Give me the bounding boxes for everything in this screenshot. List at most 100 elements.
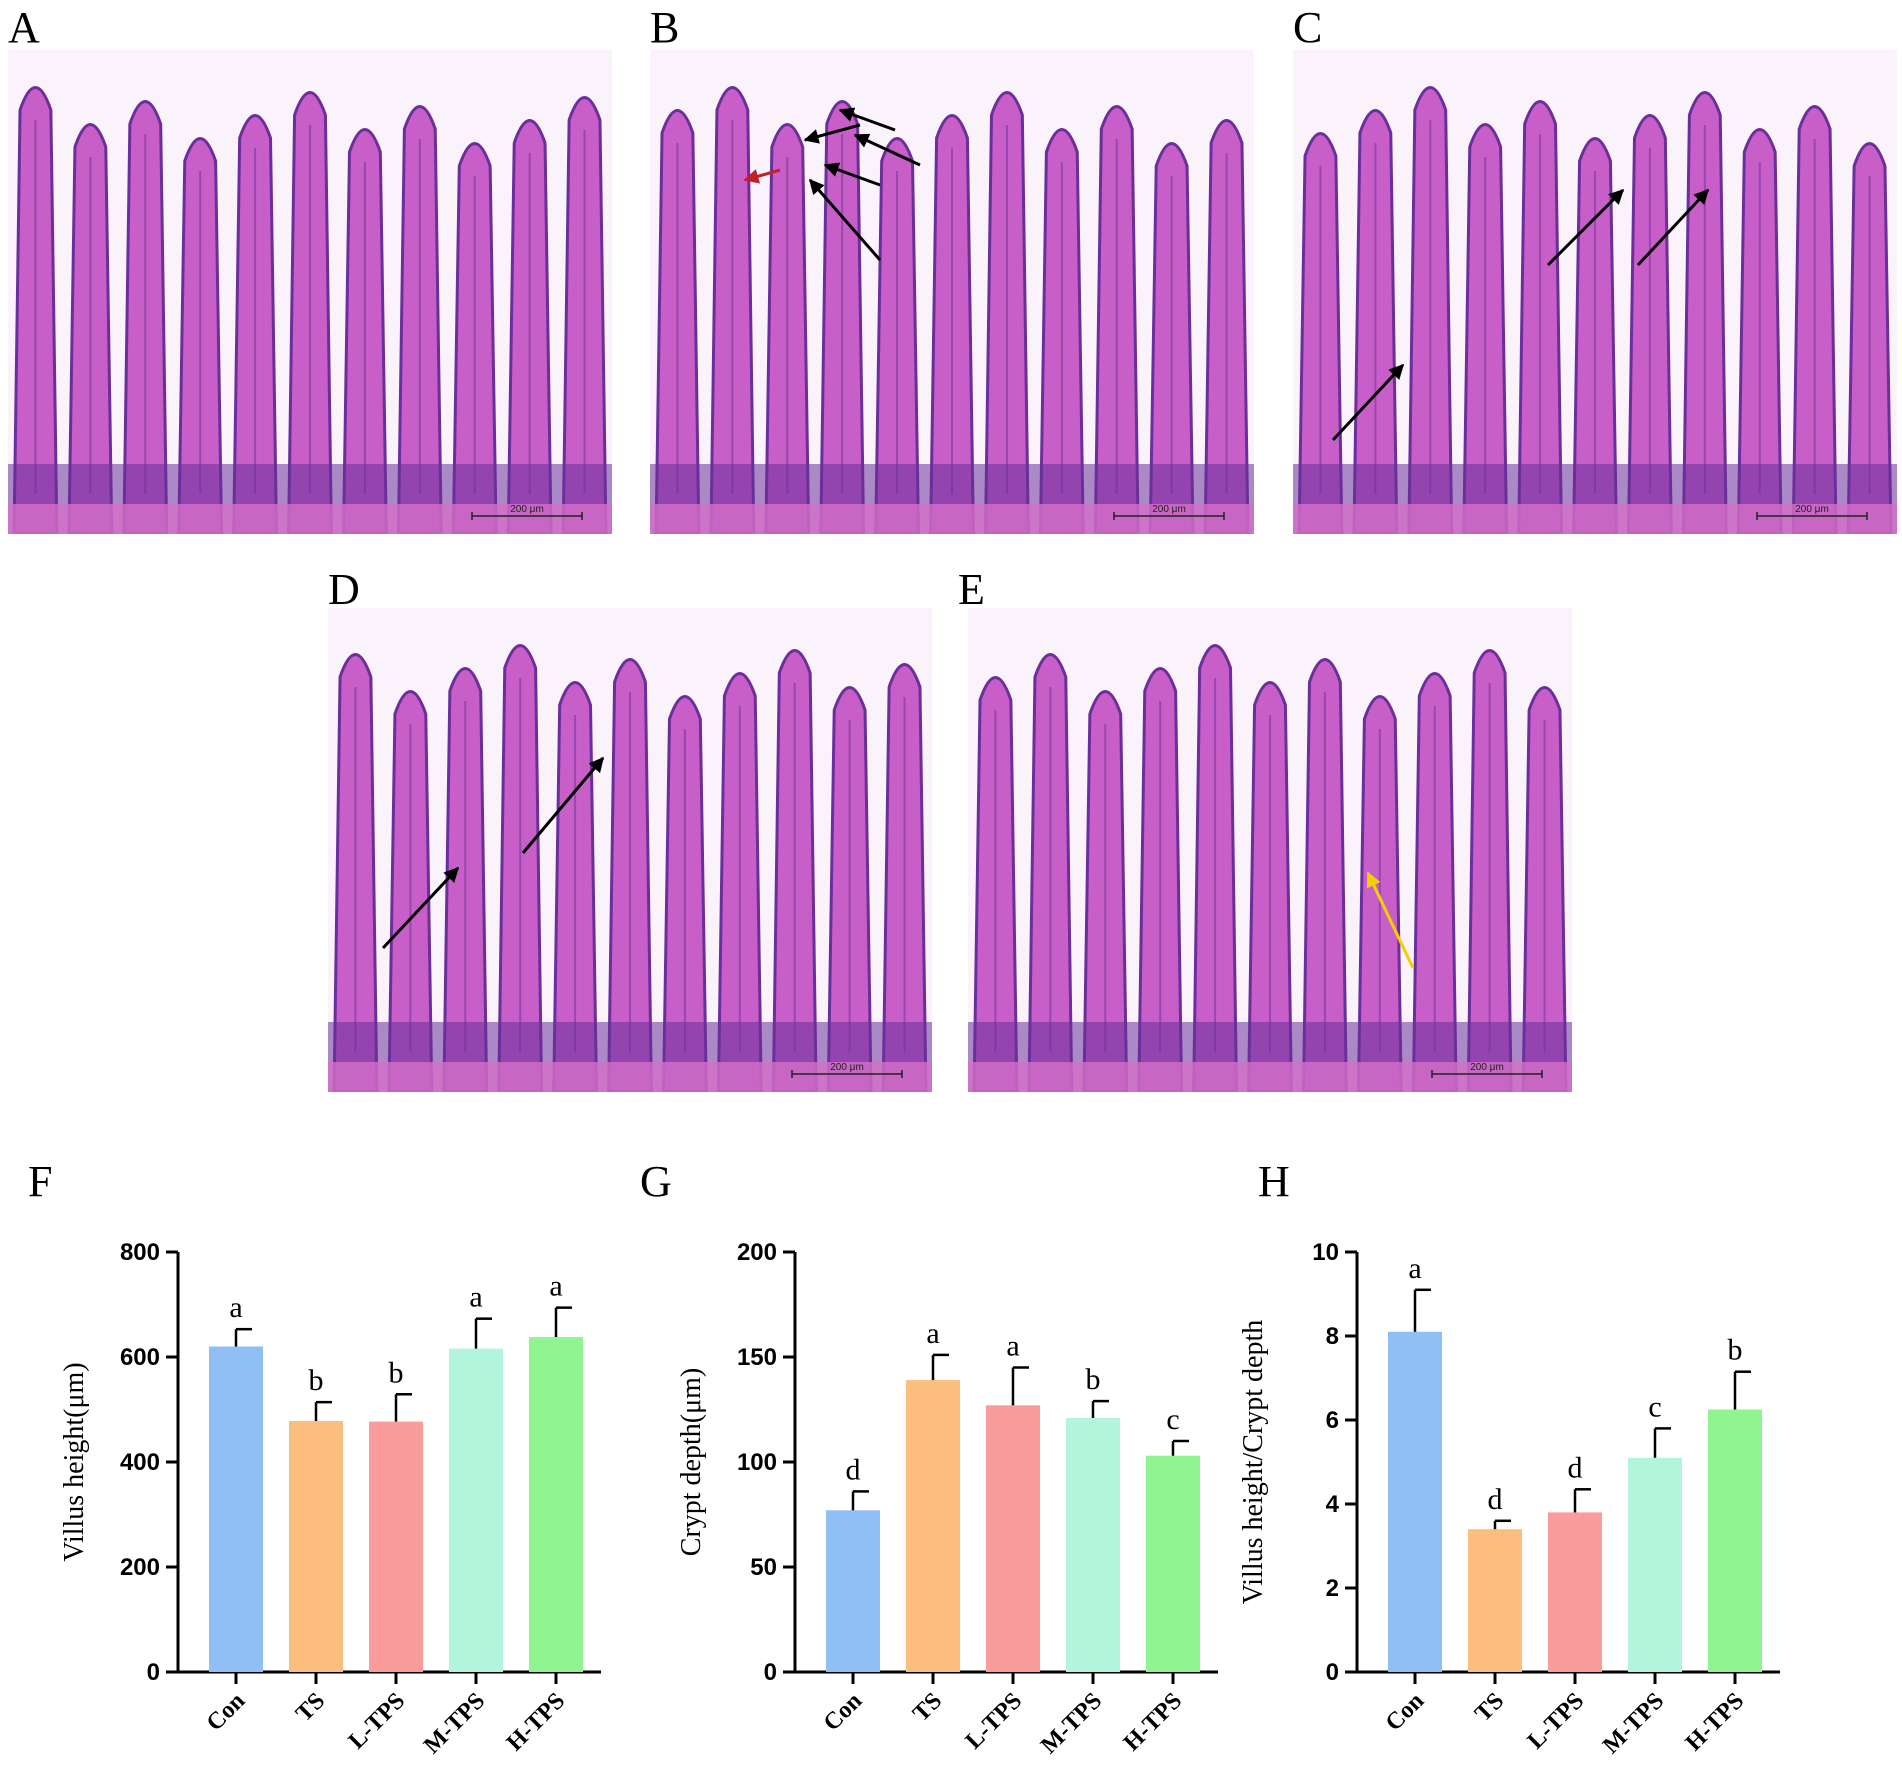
bar — [1548, 1512, 1602, 1672]
bar — [1066, 1417, 1120, 1672]
y-tick-label: 800 — [120, 1239, 160, 1266]
y-tick-label: 4 — [1326, 1491, 1340, 1518]
panel-letter-h: H — [1258, 1157, 1290, 1206]
x-tick-label: L-TPS — [1523, 1688, 1589, 1754]
villi-tissue — [12, 86, 608, 534]
significance-letter: b — [389, 1356, 404, 1389]
significance-letter: a — [926, 1317, 939, 1350]
significance-letter: a — [229, 1291, 242, 1324]
muscle-layer — [328, 1062, 932, 1092]
scale-bar: 200 μm — [1431, 1062, 1543, 1078]
annotation-arrow — [1331, 363, 1405, 442]
y-tick-label: 100 — [737, 1449, 777, 1476]
y-axis-title: Crypt depth(μm) — [676, 1368, 707, 1556]
muscle-layer — [1293, 504, 1897, 534]
bar — [1708, 1409, 1762, 1672]
scale-bar-label: 200 μm — [830, 1062, 864, 1073]
bar — [529, 1337, 583, 1672]
x-tick-label: Con — [819, 1688, 868, 1737]
villi-tissue — [1297, 86, 1893, 534]
annotation-arrow — [743, 168, 781, 184]
panel-letter-a: A — [8, 3, 40, 52]
scale-bar-label: 200 μm — [1795, 504, 1829, 515]
bar — [1388, 1331, 1442, 1672]
bar — [369, 1421, 423, 1672]
annotation-arrow — [521, 756, 605, 854]
panel-letter-e: E — [958, 565, 985, 614]
significance-letter: c — [1648, 1390, 1661, 1423]
x-tick-label: Con — [202, 1688, 251, 1737]
y-tick-label: 0 — [764, 1659, 777, 1686]
y-tick-label: 6 — [1326, 1407, 1339, 1434]
micrograph-b: 200 μm — [650, 50, 1254, 534]
significance-letter: d — [1568, 1451, 1583, 1484]
chart-villus-height: 0 200 400 600 800 Villus height(μm) a Con b TS b L-… — [0, 1230, 620, 1785]
scale-bar: 200 μm — [791, 1062, 903, 1078]
y-tick-label: 0 — [1326, 1659, 1339, 1686]
x-tick-label: M-TPS — [419, 1688, 490, 1759]
bar — [826, 1510, 880, 1672]
significance-letter: d — [1488, 1483, 1503, 1516]
annotation-arrow — [1366, 871, 1415, 969]
annotation-arrow — [1636, 188, 1710, 267]
scale-bar: 200 μm — [471, 504, 583, 520]
significance-letter: b — [309, 1364, 324, 1397]
significance-letter: a — [1408, 1252, 1421, 1285]
significance-letter: c — [1166, 1403, 1179, 1436]
significance-letter: a — [549, 1270, 562, 1303]
annotation-arrow — [823, 162, 881, 187]
significance-letter: a — [1006, 1330, 1019, 1363]
annotation-arrow — [838, 107, 896, 132]
y-tick-label: 200 — [737, 1239, 777, 1266]
micrograph-d: 200 μm — [328, 608, 932, 1092]
x-tick-label: H-TPS — [502, 1688, 570, 1756]
villi-tissue — [972, 644, 1568, 1092]
y-tick-label: 10 — [1312, 1239, 1339, 1266]
muscle-layer — [650, 504, 1254, 534]
significance-letter: a — [469, 1281, 482, 1314]
panel-letter-d: D — [328, 565, 360, 614]
y-tick-label: 150 — [737, 1344, 777, 1371]
scale-bar-label: 200 μm — [1470, 1062, 1504, 1073]
x-tick-label: TS — [908, 1688, 947, 1727]
x-tick-label: TS — [291, 1688, 330, 1727]
bar — [906, 1380, 960, 1672]
villi-tissue — [332, 644, 928, 1092]
scale-bar: 200 μm — [1113, 504, 1225, 520]
significance-letter: d — [846, 1453, 861, 1486]
micrograph-c: 200 μm — [1293, 50, 1897, 534]
x-tick-label: M-TPS — [1036, 1688, 1107, 1759]
y-tick-label: 200 — [120, 1554, 160, 1581]
x-tick-label: L-TPS — [961, 1688, 1027, 1754]
micrograph-a: 200 μm — [8, 50, 612, 534]
micrograph-e: 200 μm — [968, 608, 1572, 1092]
bar — [289, 1421, 343, 1672]
y-axis-title: Villus height/Crypt depth — [1238, 1320, 1269, 1605]
panel-letter-f: F — [28, 1157, 53, 1206]
villi-tissue — [654, 86, 1250, 534]
muscle-layer — [8, 504, 612, 534]
x-tick-label: H-TPS — [1681, 1688, 1749, 1756]
y-tick-label: 8 — [1326, 1323, 1339, 1350]
bar — [1468, 1529, 1522, 1672]
x-tick-label: M-TPS — [1598, 1688, 1669, 1759]
y-tick-label: 0 — [147, 1659, 160, 1686]
muscle-layer — [968, 1062, 1572, 1092]
y-tick-label: 400 — [120, 1449, 160, 1476]
significance-letter: b — [1728, 1334, 1743, 1367]
x-tick-label: Con — [1381, 1688, 1430, 1737]
bar — [986, 1405, 1040, 1672]
panel-letter-g: G — [640, 1157, 672, 1206]
annotation-arrow — [853, 133, 921, 167]
x-tick-label: H-TPS — [1119, 1688, 1187, 1756]
scale-bar-label: 200 μm — [1152, 504, 1186, 515]
significance-letter: b — [1086, 1363, 1101, 1396]
scale-bar: 200 μm — [1756, 504, 1868, 520]
y-tick-label: 600 — [120, 1344, 160, 1371]
y-tick-label: 50 — [750, 1554, 777, 1581]
annotation-arrow — [808, 178, 882, 261]
chart-villus-crypt-ratio: 0 2 4 6 8 10 Villus height/Crypt depth a Con d TS d… — [1238, 1230, 1902, 1785]
y-axis-title: Villus height(μm) — [59, 1362, 90, 1561]
annotation-arrow — [803, 123, 861, 144]
bar — [1628, 1457, 1682, 1672]
